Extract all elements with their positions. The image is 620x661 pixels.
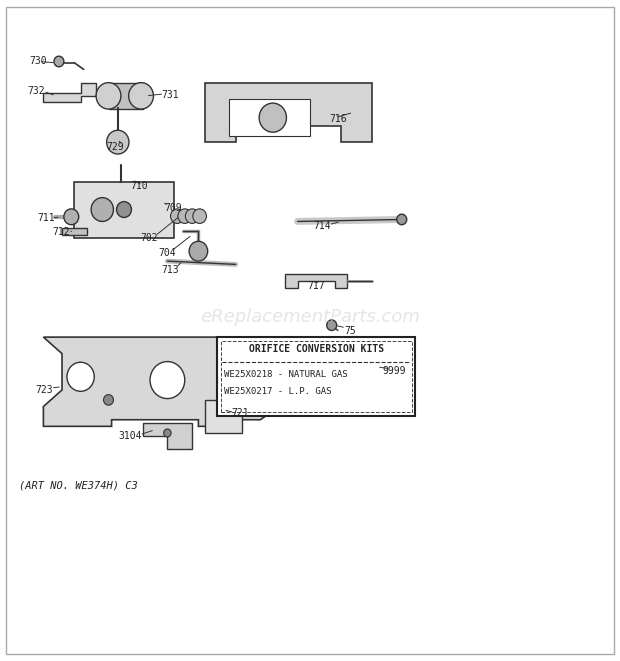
Circle shape [104, 395, 113, 405]
Circle shape [327, 320, 337, 330]
Text: 709: 709 [165, 203, 182, 214]
Circle shape [96, 83, 121, 109]
Text: 3104: 3104 [118, 431, 142, 442]
FancyBboxPatch shape [108, 83, 143, 109]
Circle shape [193, 209, 206, 223]
Text: 723: 723 [36, 385, 53, 395]
Circle shape [91, 198, 113, 221]
Text: (ART NO. WE374H) C3: (ART NO. WE374H) C3 [19, 481, 138, 491]
Text: WE25X0217 - L.P. GAS: WE25X0217 - L.P. GAS [224, 387, 332, 396]
Circle shape [54, 56, 64, 67]
Text: 732: 732 [27, 86, 45, 97]
Text: WE25X0218 - NATURAL GAS: WE25X0218 - NATURAL GAS [224, 370, 348, 379]
FancyBboxPatch shape [217, 337, 415, 416]
Circle shape [67, 362, 94, 391]
Text: 731: 731 [162, 90, 179, 100]
Circle shape [164, 429, 171, 437]
Text: 711: 711 [37, 213, 55, 223]
Text: 704: 704 [159, 247, 176, 258]
Text: 9999: 9999 [382, 366, 405, 377]
Circle shape [259, 103, 286, 132]
Circle shape [397, 214, 407, 225]
Circle shape [189, 241, 208, 261]
Text: eReplacementParts.com: eReplacementParts.com [200, 308, 420, 327]
Polygon shape [43, 337, 279, 426]
Text: 730: 730 [30, 56, 47, 67]
Text: 702: 702 [140, 233, 157, 243]
Polygon shape [205, 400, 242, 433]
Text: 717: 717 [308, 280, 325, 291]
Polygon shape [74, 182, 174, 238]
Text: ORIFICE CONVERSION KITS: ORIFICE CONVERSION KITS [249, 344, 384, 354]
Circle shape [64, 209, 79, 225]
Polygon shape [143, 423, 192, 449]
Polygon shape [285, 274, 347, 288]
Text: 713: 713 [162, 264, 179, 275]
Polygon shape [205, 83, 372, 142]
Text: 712: 712 [52, 227, 69, 237]
Text: 710: 710 [131, 181, 148, 192]
Text: 714: 714 [313, 221, 330, 231]
Circle shape [178, 209, 192, 223]
Circle shape [128, 83, 154, 109]
FancyBboxPatch shape [229, 99, 310, 136]
FancyBboxPatch shape [221, 341, 412, 412]
Polygon shape [62, 228, 87, 235]
Circle shape [117, 202, 131, 217]
Text: 721: 721 [232, 408, 249, 418]
Polygon shape [43, 83, 96, 102]
Circle shape [150, 362, 185, 399]
Circle shape [107, 130, 129, 154]
Text: 716: 716 [329, 114, 347, 124]
Text: 75: 75 [345, 325, 356, 336]
Text: 729: 729 [106, 141, 123, 152]
Circle shape [170, 209, 184, 223]
Circle shape [185, 209, 199, 223]
